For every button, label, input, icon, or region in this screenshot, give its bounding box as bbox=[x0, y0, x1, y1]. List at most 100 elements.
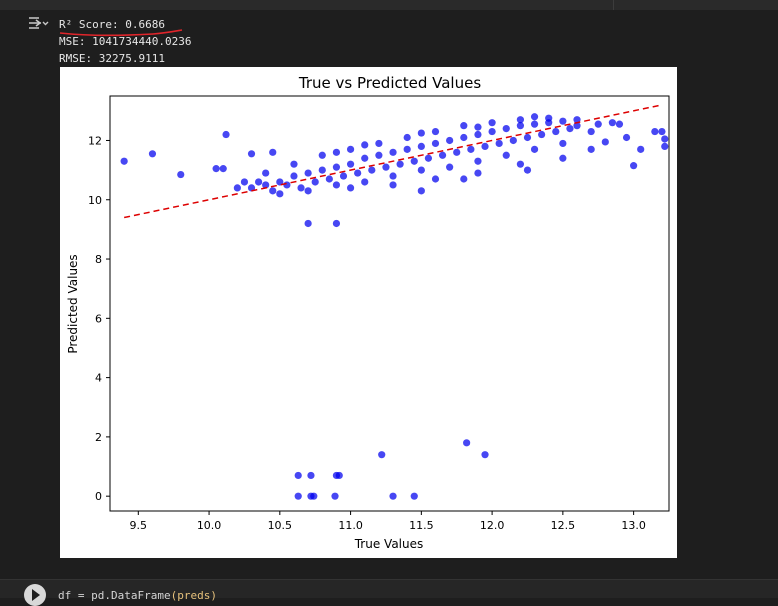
data-point bbox=[297, 184, 305, 192]
data-point bbox=[332, 181, 341, 189]
data-point bbox=[601, 138, 609, 146]
data-point bbox=[389, 492, 397, 500]
data-point bbox=[247, 184, 256, 192]
data-point bbox=[294, 492, 302, 500]
data-point bbox=[431, 139, 440, 148]
x-tick-label: 10.5 bbox=[268, 519, 293, 532]
data-point bbox=[573, 116, 581, 124]
data-point bbox=[431, 127, 440, 136]
x-tick-label: 9.5 bbox=[130, 519, 148, 532]
data-point bbox=[247, 150, 256, 158]
data-point bbox=[354, 169, 362, 177]
next-code-cell[interactable] bbox=[0, 579, 778, 598]
data-point bbox=[530, 145, 539, 153]
data-point bbox=[446, 136, 454, 145]
x-axis-label: True Values bbox=[354, 537, 424, 551]
data-point bbox=[417, 129, 425, 137]
x-tick-label: 12.0 bbox=[480, 519, 505, 532]
data-point bbox=[651, 127, 659, 136]
data-point bbox=[523, 133, 532, 142]
data-point bbox=[332, 219, 341, 228]
data-point bbox=[608, 119, 616, 127]
x-tick-label: 13.0 bbox=[621, 519, 646, 532]
data-point bbox=[523, 166, 532, 174]
data-point bbox=[502, 125, 510, 133]
data-point bbox=[661, 142, 669, 150]
data-point bbox=[396, 160, 404, 168]
code-line[interactable]: df = pd.DataFrame(preds) bbox=[58, 589, 217, 602]
x-tick-label: 11.0 bbox=[338, 519, 363, 532]
data-point bbox=[361, 141, 369, 149]
play-icon[interactable] bbox=[24, 584, 46, 606]
scatter-plot-figure: True vs Predicted Values 0 2 4 6 8 10 12 9.5 10… bbox=[60, 67, 677, 558]
data-point bbox=[382, 163, 390, 171]
data-point bbox=[269, 148, 277, 156]
data-point bbox=[233, 184, 241, 192]
data-point bbox=[269, 187, 277, 195]
data-point bbox=[304, 169, 312, 177]
previous-cell-bar bbox=[0, 0, 778, 10]
data-point bbox=[283, 181, 291, 189]
data-point bbox=[219, 165, 227, 173]
data-point bbox=[120, 157, 128, 165]
data-point bbox=[481, 451, 489, 459]
data-point bbox=[516, 122, 525, 130]
plot-area bbox=[109, 95, 670, 512]
data-point bbox=[417, 166, 425, 174]
code-arg: (preds) bbox=[170, 589, 217, 602]
data-point bbox=[661, 135, 669, 143]
data-point bbox=[389, 148, 397, 156]
data-point bbox=[332, 163, 341, 171]
data-point bbox=[658, 127, 666, 136]
r2-score-line: R² Score: 0.6686 bbox=[59, 18, 165, 31]
data-point bbox=[630, 162, 638, 170]
data-point bbox=[346, 184, 355, 192]
data-point bbox=[622, 133, 631, 142]
data-point bbox=[495, 139, 503, 148]
data-point bbox=[559, 139, 567, 148]
data-point bbox=[467, 145, 475, 153]
data-point bbox=[446, 163, 454, 171]
data-point bbox=[488, 127, 496, 136]
data-point bbox=[545, 114, 553, 122]
data-point bbox=[346, 145, 355, 153]
data-point bbox=[474, 123, 482, 131]
data-point bbox=[375, 151, 383, 159]
data-point bbox=[346, 160, 355, 168]
data-point bbox=[240, 178, 249, 186]
red-underline-annotation bbox=[59, 29, 183, 37]
data-point bbox=[290, 160, 298, 168]
toolbar-separator bbox=[613, 0, 614, 10]
data-point bbox=[294, 471, 302, 480]
data-point bbox=[438, 151, 447, 159]
output-toggle-icon[interactable] bbox=[27, 14, 51, 36]
code-text: df = pd.DataFrame bbox=[58, 589, 171, 602]
data-point bbox=[460, 122, 468, 130]
data-point bbox=[502, 151, 510, 159]
data-point bbox=[378, 451, 386, 459]
y-axis-label: Predicted Values bbox=[66, 254, 80, 353]
chart-title: True vs Predicted Values bbox=[298, 74, 481, 92]
data-point bbox=[566, 125, 574, 133]
data-point bbox=[474, 130, 482, 139]
data-point bbox=[222, 130, 230, 139]
data-point bbox=[325, 175, 333, 183]
data-point bbox=[318, 151, 326, 159]
data-point bbox=[403, 133, 411, 142]
data-point bbox=[460, 175, 468, 183]
data-point bbox=[530, 120, 539, 128]
data-point bbox=[530, 113, 539, 121]
data-point bbox=[417, 187, 425, 195]
data-point bbox=[410, 492, 418, 500]
data-point bbox=[389, 181, 397, 189]
y-tick-label: 2 bbox=[95, 431, 102, 444]
y-tick-label: 10 bbox=[88, 194, 102, 207]
data-point bbox=[516, 160, 525, 168]
scatter-chart: True vs Predicted Values 0 2 4 6 8 10 12 9.5 10… bbox=[66, 74, 670, 551]
data-point bbox=[262, 169, 270, 177]
data-point bbox=[559, 154, 567, 162]
data-point bbox=[615, 120, 624, 128]
data-point bbox=[177, 170, 185, 179]
data-point bbox=[424, 154, 433, 162]
data-point bbox=[431, 175, 440, 183]
